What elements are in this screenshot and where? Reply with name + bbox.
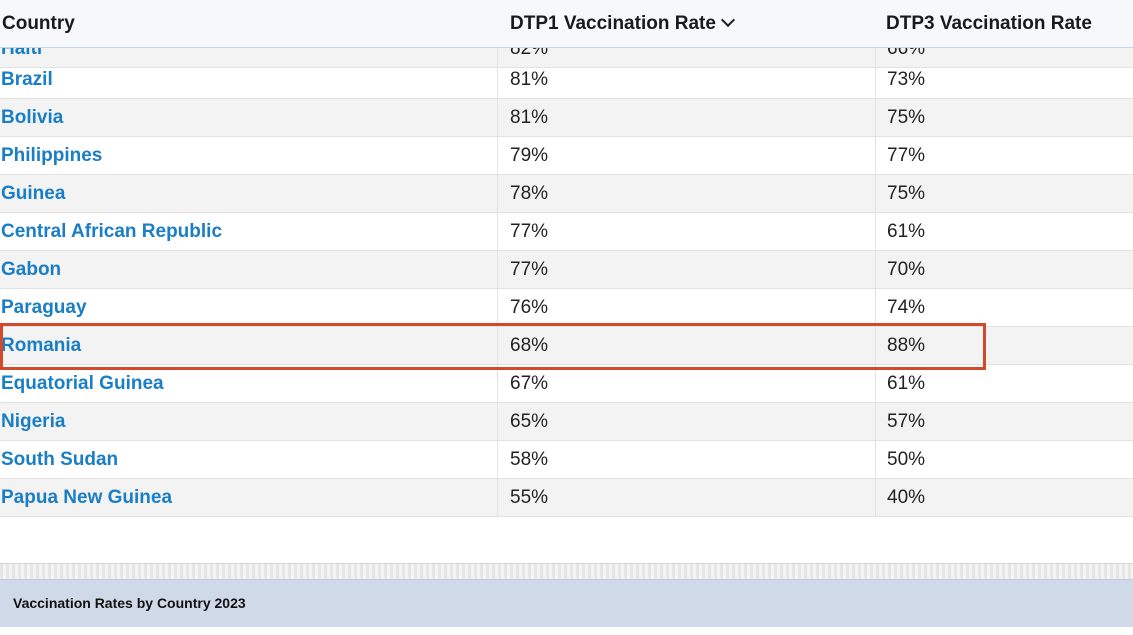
dtp1-cell: 76% bbox=[498, 289, 876, 326]
table-row: Bolivia 81% 75% bbox=[0, 99, 1133, 137]
dtp3-cell: 77% bbox=[887, 145, 926, 166]
country-link[interactable]: Brazil bbox=[1, 69, 53, 90]
dtp1-cell: 79% bbox=[498, 137, 876, 174]
table-row: Gabon 77% 70% bbox=[0, 251, 1133, 289]
dtp3-cell: 61% bbox=[887, 373, 926, 394]
country-link[interactable]: Papua New Guinea bbox=[1, 487, 173, 508]
table-row: Papua New Guinea 55% 40% bbox=[0, 479, 1133, 517]
dtp1-cell: 65% bbox=[498, 403, 876, 440]
dtp3-cell: 88% bbox=[887, 335, 926, 356]
table-caption: Vaccination Rates by Country 2023 bbox=[13, 595, 246, 611]
country-cell: Paraguay bbox=[0, 289, 498, 326]
horizontal-scrollbar[interactable] bbox=[0, 563, 1133, 579]
country-link[interactable]: Gabon bbox=[1, 259, 62, 280]
table-row: Nigeria 65% 57% bbox=[0, 403, 1133, 441]
dtp1-cell: 68% bbox=[498, 327, 876, 364]
table-header: Country DTP1 Vaccination Rate DTP3 Vacci… bbox=[0, 0, 1133, 48]
dtp1-cell: 67% bbox=[498, 365, 876, 402]
table-row: Romania 68% 88% bbox=[0, 327, 1133, 365]
country-cell: Guinea bbox=[0, 175, 498, 212]
dtp3-cell: 61% bbox=[887, 221, 926, 242]
dtp1-cell: 81% bbox=[498, 61, 876, 98]
country-link[interactable]: Nigeria bbox=[1, 411, 66, 432]
country-link[interactable]: Philippines bbox=[1, 145, 103, 166]
table-row: Equatorial Guinea 67% 61% bbox=[0, 365, 1133, 403]
country-link[interactable]: Romania bbox=[1, 335, 82, 356]
dtp1-cell: 77% bbox=[498, 213, 876, 250]
dtp3-cell: 74% bbox=[887, 297, 926, 318]
dtp3-cell: 40% bbox=[887, 487, 926, 508]
country-link[interactable]: Paraguay bbox=[1, 297, 87, 318]
country-cell: Central African Republic bbox=[0, 213, 498, 250]
table-row: Guinea 78% 75% bbox=[0, 175, 1133, 213]
dtp1-cell: 55% bbox=[498, 479, 876, 516]
dtp3-cell: 57% bbox=[887, 411, 926, 432]
dtp3-cell: 75% bbox=[887, 183, 926, 204]
country-cell: Papua New Guinea bbox=[0, 479, 498, 516]
country-cell: Romania bbox=[0, 327, 498, 364]
column-header-country[interactable]: Country bbox=[2, 13, 75, 34]
country-cell: Equatorial Guinea bbox=[0, 365, 498, 402]
country-cell: Nigeria bbox=[0, 403, 498, 440]
country-cell: Bolivia bbox=[0, 99, 498, 136]
country-link[interactable]: Central African Republic bbox=[1, 221, 223, 242]
table-row: Philippines 79% 77% bbox=[0, 137, 1133, 175]
dtp3-cell: 75% bbox=[887, 107, 926, 128]
table-row: Central African Republic 77% 61% bbox=[0, 213, 1133, 251]
column-header-dtp1[interactable]: DTP1 Vaccination Rate bbox=[498, 0, 876, 47]
table-body: Brazil 81% 73% Bolivia 81% 75% Philippines 79% 7… bbox=[0, 61, 1133, 517]
dtp1-cell: 81% bbox=[498, 99, 876, 136]
dtp1-cell: 77% bbox=[498, 251, 876, 288]
dtp3-cell: 50% bbox=[887, 449, 926, 470]
column-header-dtp1-label: DTP1 Vaccination Rate bbox=[510, 13, 716, 34]
country-cell: Philippines bbox=[0, 137, 498, 174]
country-link[interactable]: Bolivia bbox=[1, 107, 64, 128]
country-link[interactable]: Equatorial Guinea bbox=[1, 373, 164, 394]
country-cell: Gabon bbox=[0, 251, 498, 288]
table-footer: Vaccination Rates by Country 2023 bbox=[0, 579, 1133, 627]
country-cell: South Sudan bbox=[0, 441, 498, 478]
dtp1-cell: 78% bbox=[498, 175, 876, 212]
table-row: South Sudan 58% 50% bbox=[0, 441, 1133, 479]
country-link[interactable]: Guinea bbox=[1, 183, 66, 204]
dtp3-cell: 70% bbox=[887, 259, 926, 280]
dtp3-cell: 73% bbox=[887, 69, 926, 90]
country-cell: Brazil bbox=[0, 61, 498, 98]
dtp1-cell: 58% bbox=[498, 441, 876, 478]
country-link[interactable]: South Sudan bbox=[1, 449, 119, 470]
column-header-dtp3[interactable]: DTP3 Vaccination Rate bbox=[886, 13, 1092, 34]
chevron-down-icon[interactable] bbox=[720, 12, 735, 28]
table-row: Paraguay 76% 74% bbox=[0, 289, 1133, 327]
